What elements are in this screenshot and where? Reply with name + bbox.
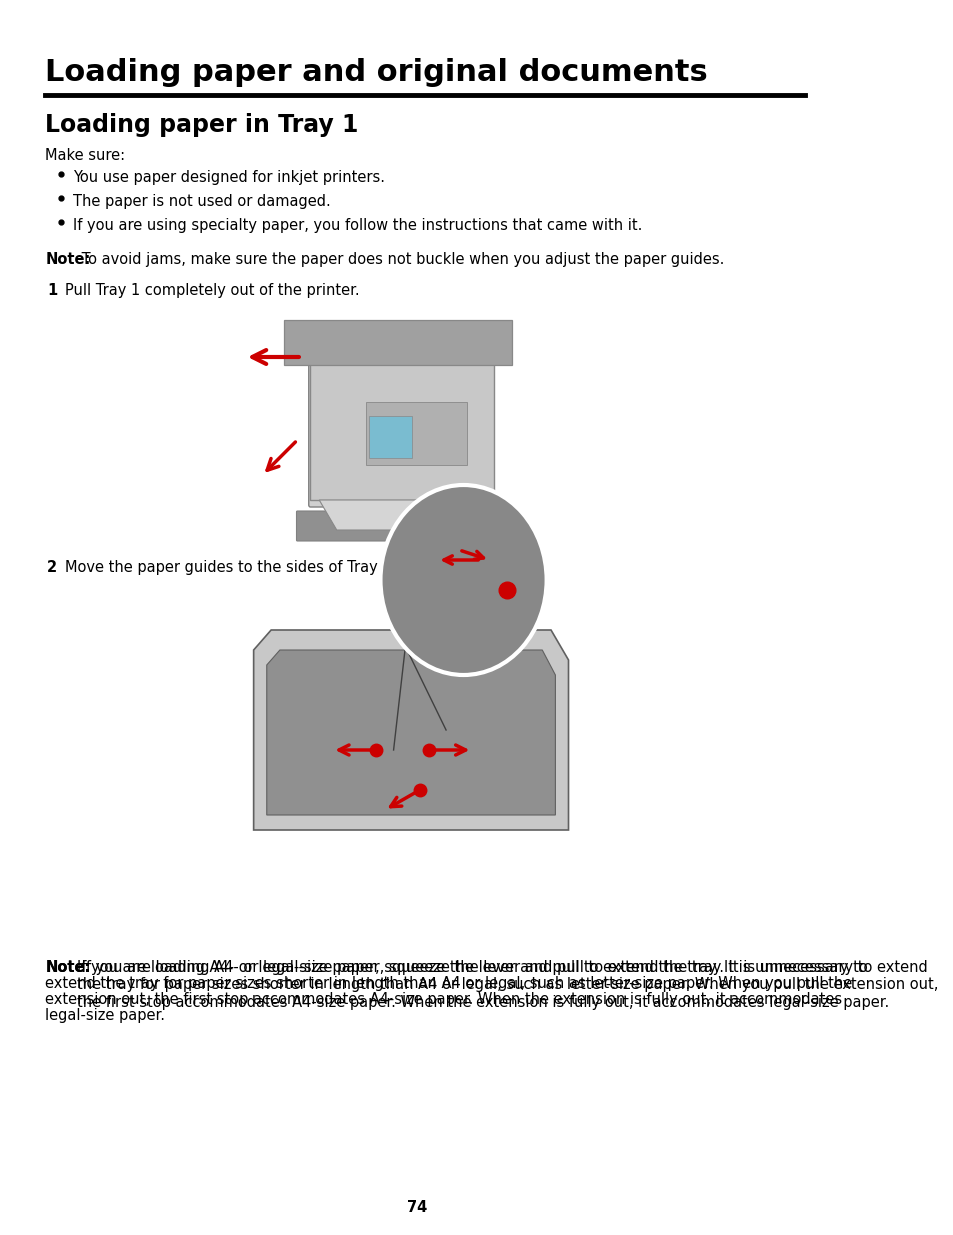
- Text: Loading paper in Tray 1: Loading paper in Tray 1: [46, 112, 358, 137]
- FancyBboxPatch shape: [296, 511, 490, 541]
- FancyBboxPatch shape: [309, 353, 487, 508]
- Text: extend the tray for paper sizes shorter in length than A4 or legal, such as lett: extend the tray for paper sizes shorter …: [46, 976, 852, 990]
- Text: Note:: Note:: [46, 252, 91, 267]
- Polygon shape: [284, 320, 511, 366]
- Text: 1: 1: [48, 283, 57, 298]
- Text: You use paper designed for inkjet printers.: You use paper designed for inkjet printe…: [73, 170, 385, 185]
- Text: Pull Tray 1 completely out of the printer.: Pull Tray 1 completely out of the printe…: [65, 283, 359, 298]
- Polygon shape: [267, 650, 555, 815]
- Polygon shape: [253, 630, 568, 830]
- Text: 74: 74: [407, 1200, 427, 1215]
- Text: If you are loading A4- or legal-size paper, squeeze the lever and pull to extend: If you are loading A4- or legal-size pap…: [77, 960, 938, 1010]
- Text: Loading paper and original documents: Loading paper and original documents: [46, 58, 707, 86]
- Text: Note:: Note:: [46, 960, 91, 974]
- Text: To avoid jams, make sure the paper does not buckle when you adjust the paper gui: To avoid jams, make sure the paper does …: [77, 252, 723, 267]
- Text: Note:: Note:: [46, 960, 91, 974]
- Polygon shape: [319, 500, 507, 530]
- Text: Make sure:: Make sure:: [46, 148, 126, 163]
- Text: legal-size paper.: legal-size paper.: [46, 1008, 165, 1023]
- Text: If you are using specialty paper, you follow the instructions that came with it.: If you are using specialty paper, you fo…: [73, 219, 642, 233]
- Polygon shape: [365, 403, 466, 466]
- Text: extension out, the first stop accommodates A4-size paper. When the extension is : extension out, the first stop accommodat…: [46, 992, 841, 1007]
- FancyBboxPatch shape: [371, 399, 420, 436]
- FancyBboxPatch shape: [314, 338, 481, 361]
- Polygon shape: [369, 416, 411, 458]
- Circle shape: [380, 485, 546, 676]
- Polygon shape: [310, 359, 494, 500]
- Text: Move the paper guides to the sides of Tray 1.: Move the paper guides to the sides of Tr…: [65, 559, 395, 576]
- Text: If you are loading A4- or legal-size paper, squeeze the lever and pull to extend: If you are loading A4- or legal-size pap…: [77, 960, 867, 974]
- Text: The paper is not used or damaged.: The paper is not used or damaged.: [73, 194, 331, 209]
- Text: 2: 2: [48, 559, 57, 576]
